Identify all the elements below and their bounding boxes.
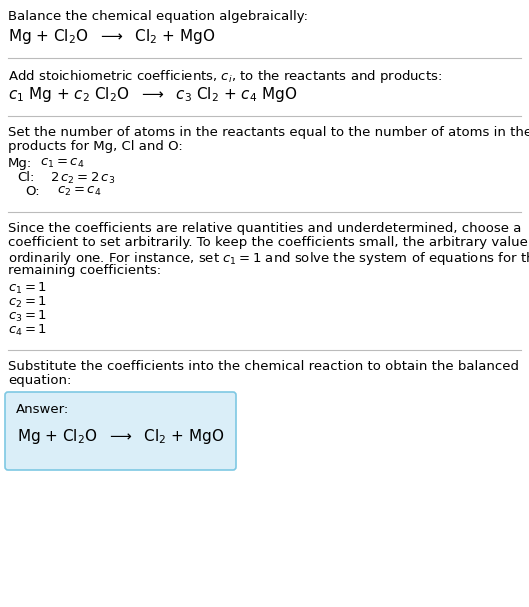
Text: Balance the chemical equation algebraically:: Balance the chemical equation algebraica… bbox=[8, 10, 308, 23]
Text: equation:: equation: bbox=[8, 374, 71, 387]
Text: Mg + Cl$_2$O  $\longrightarrow$  Cl$_2$ + MgO: Mg + Cl$_2$O $\longrightarrow$ Cl$_2$ + … bbox=[8, 27, 215, 46]
Text: Mg + Cl$_2$O  $\longrightarrow$  Cl$_2$ + MgO: Mg + Cl$_2$O $\longrightarrow$ Cl$_2$ + … bbox=[17, 427, 224, 447]
Text: $c_1$ Mg + $c_2$ Cl$_2$O  $\longrightarrow$  $c_3$ Cl$_2$ + $c_4$ MgO: $c_1$ Mg + $c_2$ Cl$_2$O $\longrightarro… bbox=[8, 85, 297, 104]
Text: $c_2 = 1$: $c_2 = 1$ bbox=[8, 295, 47, 310]
Text: Answer:: Answer: bbox=[16, 403, 69, 416]
Text: $2\,c_2 = 2\,c_3$: $2\,c_2 = 2\,c_3$ bbox=[50, 171, 115, 186]
Text: $c_3 = 1$: $c_3 = 1$ bbox=[8, 309, 47, 324]
Text: Set the number of atoms in the reactants equal to the number of atoms in the: Set the number of atoms in the reactants… bbox=[8, 126, 529, 139]
Text: Since the coefficients are relative quantities and underdetermined, choose a: Since the coefficients are relative quan… bbox=[8, 222, 522, 235]
Text: Substitute the coefficients into the chemical reaction to obtain the balanced: Substitute the coefficients into the che… bbox=[8, 360, 519, 373]
Text: Mg:: Mg: bbox=[8, 157, 32, 170]
Text: $c_1 = 1$: $c_1 = 1$ bbox=[8, 281, 47, 296]
Text: products for Mg, Cl and O:: products for Mg, Cl and O: bbox=[8, 140, 183, 153]
Text: O:: O: bbox=[25, 185, 40, 198]
Text: Cl:: Cl: bbox=[17, 171, 35, 184]
Text: $c_4 = 1$: $c_4 = 1$ bbox=[8, 323, 47, 338]
Text: $c_1 = c_4$: $c_1 = c_4$ bbox=[40, 157, 85, 170]
Text: remaining coefficients:: remaining coefficients: bbox=[8, 264, 161, 277]
Text: $c_2 = c_4$: $c_2 = c_4$ bbox=[58, 185, 102, 198]
FancyBboxPatch shape bbox=[5, 392, 236, 470]
Text: ordinarily one. For instance, set $c_1 = 1$ and solve the system of equations fo: ordinarily one. For instance, set $c_1 =… bbox=[8, 250, 529, 267]
Text: Add stoichiometric coefficients, $c_i$, to the reactants and products:: Add stoichiometric coefficients, $c_i$, … bbox=[8, 68, 442, 85]
Text: coefficient to set arbitrarily. To keep the coefficients small, the arbitrary va: coefficient to set arbitrarily. To keep … bbox=[8, 236, 529, 249]
